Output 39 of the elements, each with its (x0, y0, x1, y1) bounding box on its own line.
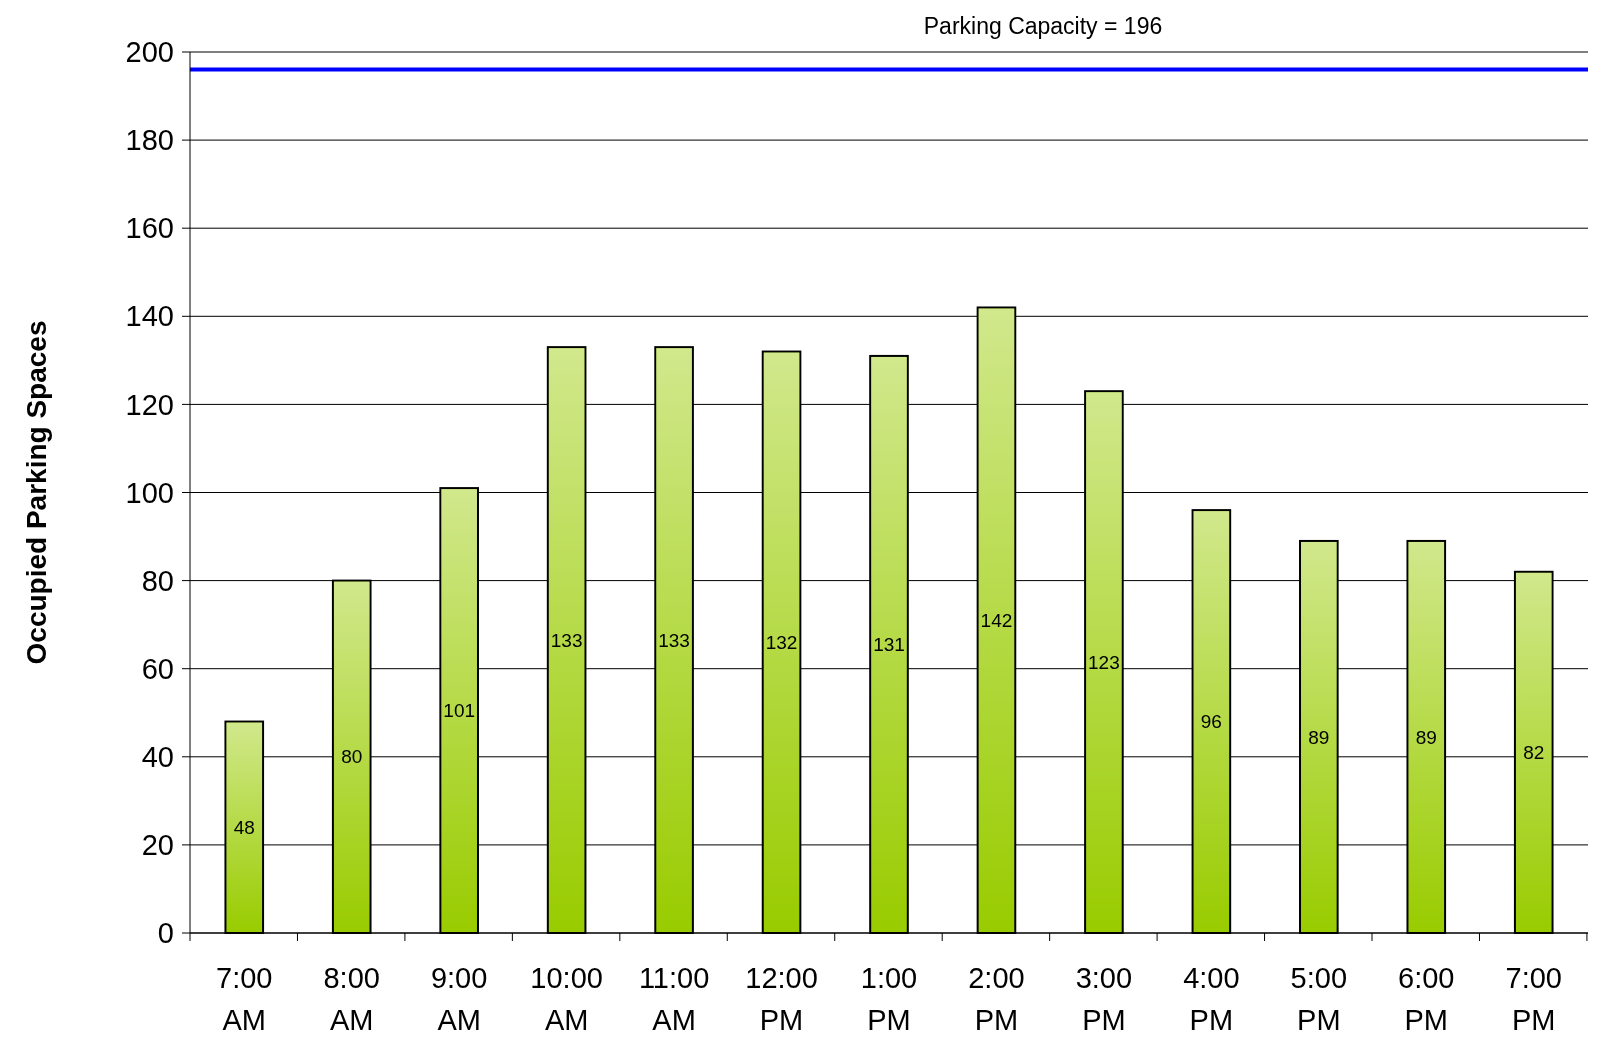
x-tick-label: 6:00 PM (1398, 962, 1455, 1036)
x-tick-label: 2:00 PM (968, 962, 1025, 1036)
x-tick-label: 5:00 PM (1290, 962, 1348, 1036)
data-label: 131 (873, 634, 905, 656)
x-tick-label: 11:00 AM (638, 962, 710, 1036)
data-label: 96 (1200, 711, 1222, 733)
data-label: 123 (1088, 651, 1120, 673)
y-tick-label: 140 (125, 300, 174, 333)
data-label: 89 (1415, 726, 1437, 748)
y-tick-label: 40 (141, 740, 174, 773)
data-label: 132 (765, 631, 798, 653)
data-label: 82 (1523, 742, 1545, 764)
y-tick-label: 200 (125, 36, 174, 69)
data-label: 80 (341, 746, 363, 768)
x-tick-label: 9:00 AM (430, 962, 488, 1036)
x-tick-label: 4:00 PM (1183, 962, 1240, 1036)
data-label: 133 (658, 629, 690, 651)
x-tick-label: 7:00 PM (1505, 962, 1562, 1036)
data-label: 133 (550, 629, 583, 651)
data-label: 89 (1308, 726, 1330, 748)
y-tick-label: 180 (125, 124, 174, 157)
y-tick-label: 20 (141, 829, 174, 862)
data-label: 142 (980, 609, 1013, 631)
y-axis-title: Occupied Parking Spaces (21, 320, 52, 665)
data-label: 48 (233, 816, 255, 838)
x-tick-label: 7:00 AM (216, 962, 273, 1036)
x-tick-label: 12:00 PM (745, 962, 818, 1036)
y-tick-label: 120 (125, 388, 174, 421)
y-tick-label: 100 (125, 476, 174, 509)
x-tick-label: 8:00 AM (323, 962, 380, 1036)
ref-line-label: Parking Capacity = 196 (923, 12, 1163, 39)
y-tick-label: 80 (141, 564, 174, 597)
x-tick-label: 3:00 PM (1075, 962, 1133, 1036)
y-tick-label: 60 (141, 652, 174, 685)
y-tick-label: 0 (157, 917, 174, 950)
x-tick-label: 10:00 AM (530, 962, 603, 1036)
x-tick-label: 1:00 PM (860, 962, 918, 1036)
data-label: 101 (443, 700, 476, 722)
y-tick-label: 160 (125, 212, 174, 245)
